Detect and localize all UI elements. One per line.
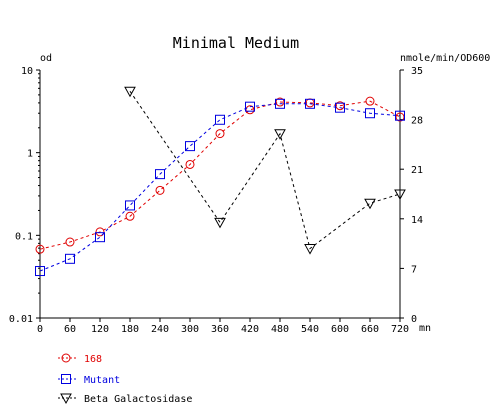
data-point-mutant xyxy=(395,110,405,121)
data-point-168 xyxy=(65,237,75,247)
legend-label: Beta Galactosidase xyxy=(84,394,192,405)
left-tick-label: 0.01 xyxy=(9,314,33,325)
legend-marker xyxy=(61,353,71,363)
legend-label: Mutant xyxy=(84,375,120,386)
left-tick-label: 0.1 xyxy=(15,231,33,242)
x-tick-label: 540 xyxy=(301,324,319,335)
left-tick-label: 1 xyxy=(27,149,33,160)
series-line-beta-galactosidase xyxy=(129,90,401,250)
data-point-168 xyxy=(95,227,105,237)
data-point-168 xyxy=(155,185,165,195)
right-tick-label: 0 xyxy=(411,314,417,325)
data-point-beta-galactosidase xyxy=(274,129,286,140)
data-point-beta-galactosidase xyxy=(214,217,226,229)
data-point-mutant xyxy=(125,200,135,211)
data-point-168 xyxy=(245,105,255,115)
data-point-168 xyxy=(365,96,375,106)
right-axis-label: nmole/min/OD600 xyxy=(400,53,490,64)
series-168 xyxy=(35,96,405,254)
series-layer xyxy=(35,86,406,277)
data-point-mutant xyxy=(305,98,315,109)
data-point-168 xyxy=(215,129,225,139)
x-tick-label: 60 xyxy=(64,324,76,335)
legend-marker xyxy=(61,374,71,384)
legend-marker xyxy=(60,393,72,405)
right-axis-ticks: 35 28 21 14 7 0 xyxy=(400,66,423,325)
left-tick-label: 10 xyxy=(21,66,33,77)
x-axis-ticks: 0 60 120 180 240 300 360 420 480 540 600 660 720 xyxy=(37,318,409,335)
right-tick-label: 7 xyxy=(411,264,417,275)
series-line-mutant xyxy=(39,103,401,272)
x-tick-label: 660 xyxy=(361,324,379,335)
x-tick-label: 480 xyxy=(271,324,289,335)
data-point-beta-galactosidase xyxy=(304,244,316,255)
legend: 168 Mutant Beta Galactosidase xyxy=(58,353,192,405)
x-axis-unit-label: mn xyxy=(419,323,431,334)
series-line-168 xyxy=(39,100,401,250)
left-axis-ticks: 10 1 0.1 0.01 xyxy=(9,66,40,325)
legend-item: Beta Galactosidase xyxy=(58,393,192,405)
data-point-mutant xyxy=(335,102,345,113)
data-point-mutant xyxy=(65,253,75,264)
x-tick-label: 300 xyxy=(181,324,199,335)
right-tick-label: 14 xyxy=(411,215,423,226)
x-tick-label: 240 xyxy=(151,324,169,335)
legend-item: 168 xyxy=(58,353,102,365)
right-tick-label: 28 xyxy=(411,116,423,127)
data-point-mutant xyxy=(215,114,225,125)
legend-label: 168 xyxy=(84,354,102,365)
data-point-beta-galactosidase xyxy=(364,198,376,210)
right-tick-label: 35 xyxy=(411,66,423,77)
x-tick-label: 420 xyxy=(241,324,259,335)
data-point-mutant xyxy=(185,141,195,152)
x-tick-label: 360 xyxy=(211,324,229,335)
data-point-mutant xyxy=(245,101,255,112)
data-point-168 xyxy=(185,159,195,169)
series-beta-galactosidase xyxy=(124,86,406,255)
x-tick-label: 180 xyxy=(121,324,139,335)
x-tick-label: 120 xyxy=(91,324,109,335)
right-tick-label: 21 xyxy=(411,165,423,176)
legend-item: Mutant xyxy=(58,374,120,386)
x-tick-label: 720 xyxy=(391,324,409,335)
data-point-mutant xyxy=(155,169,165,180)
data-point-beta-galactosidase xyxy=(394,189,406,201)
data-point-beta-galactosidase xyxy=(124,86,136,98)
data-point-mutant xyxy=(95,232,105,243)
data-point-mutant xyxy=(35,266,45,277)
data-point-mutant xyxy=(365,108,375,119)
x-tick-label: 600 xyxy=(331,324,349,335)
data-point-168 xyxy=(125,211,135,221)
data-point-168 xyxy=(35,244,45,254)
x-tick-label: 0 xyxy=(37,324,43,335)
data-point-mutant xyxy=(275,98,285,109)
series-mutant xyxy=(35,98,405,277)
left-axis-label: od xyxy=(40,53,52,64)
chart-title: Minimal Medium xyxy=(173,34,299,52)
